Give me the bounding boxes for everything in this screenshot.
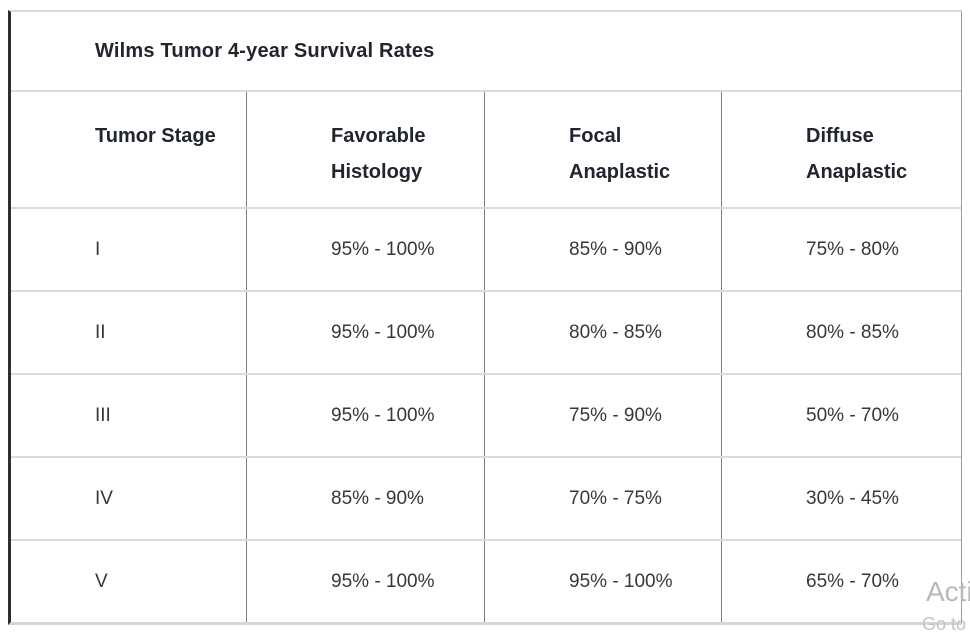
stage-cell: IV [11,458,248,539]
stage-cell: I [11,209,248,290]
value-cell: 70% - 75% [485,458,723,539]
value-cell: 85% - 90% [247,458,486,539]
stage-cell: II [11,292,248,373]
table-row-stage-5: V 95% - 100% 95% - 100% 65% - 70% [11,539,961,622]
value-cell: 95% - 100% [247,541,486,622]
column-header-tumor-stage: Tumor Stage [11,92,248,207]
column-header-focal-anaplastic: Focal Anaplastic [485,92,723,207]
value-cell: 75% - 80% [806,238,899,260]
stage-cell: V [11,541,248,622]
table-row-stage-2: II 95% - 100% 80% - 85% 80% - 85% [11,290,961,373]
value-cell: 95% - 100% [247,292,486,373]
table-row-stage-1: I 95% - 100% 85% - 90% 75% - 80% [11,207,961,290]
table-header-row: Tumor Stage Favorable Histology Focal An… [11,90,961,207]
stage-cell: III [11,375,248,456]
survival-rates-table: Wilms Tumor 4-year Survival Rates Tumor … [8,10,962,625]
value-cell: 65% - 70% [806,570,899,592]
value-cell: 80% - 85% [485,292,723,373]
value-cell: 50% - 70% [806,404,899,426]
value-cell: 95% - 100% [485,541,723,622]
value-cell: 95% - 100% [247,209,486,290]
value-cell: 75% - 90% [485,375,723,456]
column-header-favorable-histology: Favorable Histology [247,92,486,207]
table-row-stage-4: IV 85% - 90% 70% - 75% 30% - 45% [11,456,961,539]
value-cell: 85% - 90% [485,209,723,290]
table-title: Wilms Tumor 4-year Survival Rates [95,39,435,62]
value-cell: 30% - 45% [806,487,899,509]
value-cell: 95% - 100% [247,375,486,456]
table-row-stage-3: III 95% - 100% 75% - 90% 50% - 70% [11,373,961,456]
column-header-diffuse-anaplastic: Diffuse Anaplastic [806,125,908,183]
value-cell: 80% - 85% [806,321,899,343]
